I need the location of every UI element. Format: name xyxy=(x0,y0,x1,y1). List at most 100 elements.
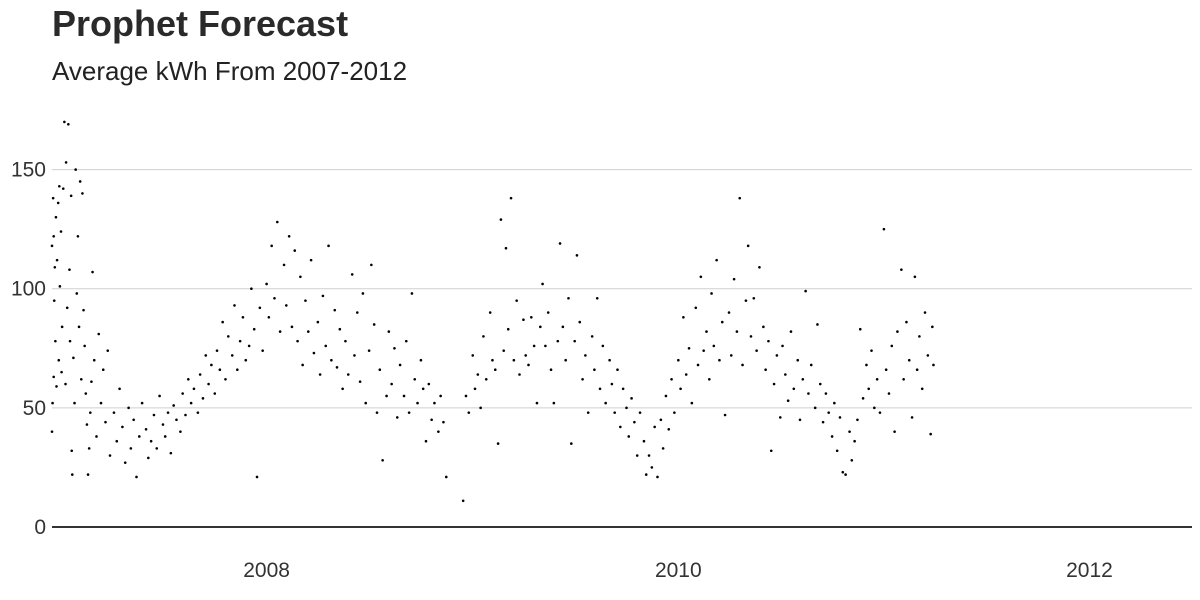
data-point xyxy=(746,244,750,248)
data-point xyxy=(344,339,347,343)
y-tick-label: 50 xyxy=(23,397,46,420)
data-point xyxy=(867,387,870,391)
data-point xyxy=(78,180,82,183)
data-point xyxy=(690,401,694,405)
data-point xyxy=(430,418,433,422)
data-point xyxy=(316,320,320,324)
data-point xyxy=(818,382,822,386)
data-point xyxy=(236,368,239,372)
data-point xyxy=(324,344,328,348)
data-point xyxy=(758,265,761,269)
data-point xyxy=(299,275,302,279)
data-point xyxy=(723,413,727,417)
data-point xyxy=(59,230,63,233)
data-point xyxy=(749,335,753,338)
data-point xyxy=(378,368,382,372)
data-point xyxy=(338,327,342,331)
data-point xyxy=(581,377,584,381)
data-point xyxy=(278,330,282,333)
data-point xyxy=(198,373,202,376)
data-point xyxy=(482,335,485,338)
data-point xyxy=(106,349,110,352)
data-point xyxy=(218,368,222,372)
data-point xyxy=(926,354,930,357)
data-point xyxy=(708,377,711,381)
data-point xyxy=(769,449,773,453)
data-point xyxy=(512,358,516,362)
data-point xyxy=(265,282,268,286)
data-point xyxy=(64,382,67,386)
data-point xyxy=(335,366,339,369)
data-point xyxy=(905,320,908,324)
data-point xyxy=(856,418,859,422)
data-point xyxy=(504,246,508,250)
data-point xyxy=(741,363,744,367)
data-point xyxy=(471,354,475,357)
data-point xyxy=(476,373,480,376)
data-point xyxy=(210,363,213,367)
data-point xyxy=(204,354,208,357)
data-point xyxy=(118,387,121,391)
data-point xyxy=(549,368,553,372)
data-point xyxy=(915,368,919,372)
data-point xyxy=(705,330,708,333)
data-point xyxy=(53,265,57,269)
data-point xyxy=(52,375,55,379)
data-point xyxy=(558,242,562,245)
data-point xyxy=(710,292,713,295)
data-point xyxy=(123,461,127,464)
data-point xyxy=(61,187,65,190)
data-point xyxy=(155,447,159,450)
data-point xyxy=(79,377,83,381)
data-point xyxy=(207,382,210,386)
data-point xyxy=(848,430,851,433)
data-point xyxy=(161,423,165,426)
data-point xyxy=(827,411,831,414)
data-point xyxy=(163,435,167,438)
data-point xyxy=(90,380,93,383)
data-point xyxy=(267,316,271,319)
data-point xyxy=(140,401,144,405)
data-point xyxy=(52,234,55,238)
data-point xyxy=(918,335,921,338)
data-point xyxy=(187,377,190,381)
data-point xyxy=(439,394,442,398)
data-point xyxy=(52,299,56,302)
data-point xyxy=(129,447,133,450)
data-point xyxy=(699,275,703,279)
data-point xyxy=(608,358,611,362)
data-point xyxy=(870,349,873,352)
x-tick-label: 2012 xyxy=(1066,559,1113,582)
data-point xyxy=(518,373,521,376)
data-point xyxy=(732,277,736,281)
data-point xyxy=(575,254,579,257)
data-point xyxy=(858,327,862,331)
data-point xyxy=(781,344,784,348)
data-point xyxy=(573,339,576,343)
data-point xyxy=(226,335,230,338)
x-tick-label: 2008 xyxy=(243,559,290,582)
data-point xyxy=(68,339,72,343)
data-point xyxy=(561,325,565,329)
data-point xyxy=(813,406,817,410)
data-point xyxy=(147,456,150,460)
data-point xyxy=(50,244,54,248)
data-point xyxy=(613,411,616,414)
data-point xyxy=(796,358,800,362)
data-point xyxy=(67,122,70,126)
data-point xyxy=(461,499,465,503)
data-point xyxy=(144,428,148,431)
data-point xyxy=(51,401,54,405)
data-point xyxy=(804,289,807,293)
data-point xyxy=(395,416,399,419)
data-point xyxy=(718,358,721,362)
data-point xyxy=(346,373,350,376)
data-point xyxy=(350,273,354,276)
data-point xyxy=(398,363,402,367)
data-point xyxy=(792,387,796,391)
data-point xyxy=(97,332,101,336)
data-point xyxy=(809,363,813,367)
data-point xyxy=(63,120,66,124)
data-point xyxy=(413,377,417,381)
